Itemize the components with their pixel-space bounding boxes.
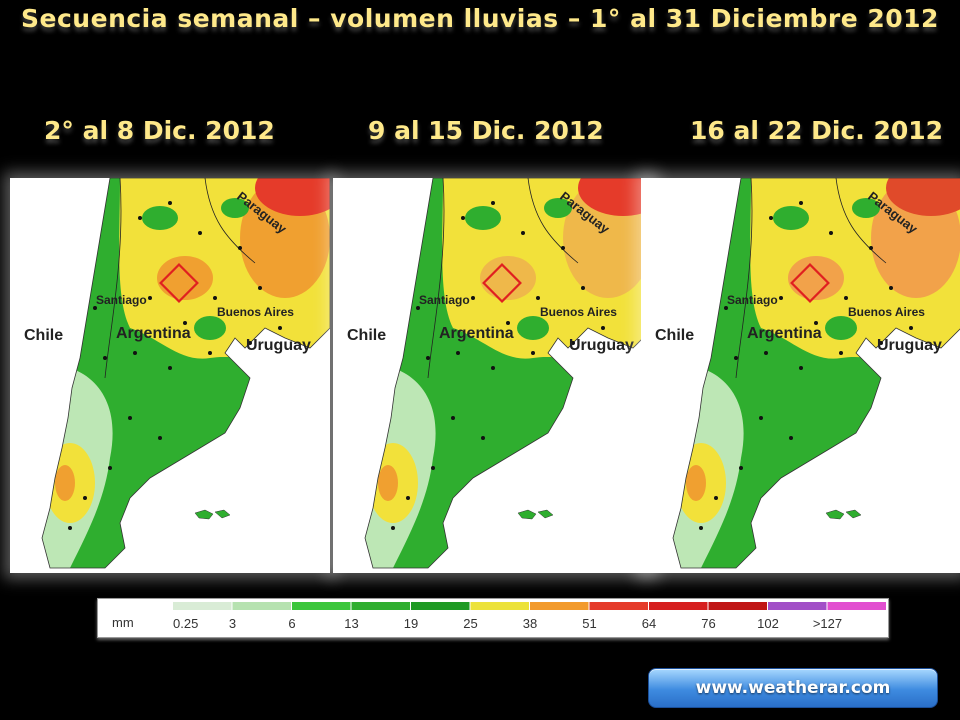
legend-swatch <box>708 602 767 610</box>
legend-tick: 19 <box>404 616 418 631</box>
legend-swatch <box>351 602 410 610</box>
map-label-buenos-aires: Buenos Aires <box>848 305 925 319</box>
week-label-1: 2° al 8 Dic. 2012 <box>44 116 275 145</box>
map-label-chile: Chile <box>655 327 694 344</box>
map-label-argentina: Argentina <box>747 325 822 342</box>
legend-swatch <box>768 602 827 610</box>
map-label-buenos-aires: Buenos Aires <box>217 305 294 319</box>
legend-swatch <box>232 602 291 610</box>
legend-swatch <box>173 602 232 610</box>
legend-tick: 51 <box>582 616 596 631</box>
legend-unit: mm <box>112 615 134 630</box>
map-label-buenos-aires: Buenos Aires <box>540 305 617 319</box>
map-label-uruguay: Uruguay <box>877 337 942 354</box>
legend-swatch <box>470 602 529 610</box>
map-label-uruguay: Uruguay <box>246 337 311 354</box>
legend-tick: >127 <box>813 616 842 631</box>
week-label-2: 9 al 15 Dic. 2012 <box>368 116 604 145</box>
week-label-3: 16 al 22 Dic. 2012 <box>690 116 944 145</box>
legend-tick: 0.25 <box>173 616 198 631</box>
map-label-uruguay: Uruguay <box>569 337 634 354</box>
legend-tick: 6 <box>288 616 295 631</box>
legend-tick: 13 <box>344 616 358 631</box>
map-label-santiago: Santiago <box>419 293 470 307</box>
rainfall-map-week-1: Paraguay Santiago Buenos Aires Chile Argenti… <box>10 178 330 573</box>
map-label-santiago: Santiago <box>96 293 147 307</box>
map-label-argentina: Argentina <box>116 325 191 342</box>
rainfall-map-week-2: Paraguay Santiago Buenos Aires Chile Argenti… <box>333 178 653 573</box>
legend-swatch <box>292 602 351 610</box>
map-label-argentina: Argentina <box>439 325 514 342</box>
legend-swatch <box>530 602 589 610</box>
map-label-santiago: Santiago <box>727 293 778 307</box>
rainfall-legend: mm 0.25 3 6 13 19 25 38 51 64 76 102 >127 <box>97 598 889 638</box>
legend-swatch <box>649 602 708 610</box>
rainfall-map-week-3: Paraguay Santiago Buenos Aires Chile Argenti… <box>641 178 960 573</box>
legend-tick: 64 <box>642 616 656 631</box>
legend-swatch <box>589 602 648 610</box>
legend-tick: 25 <box>463 616 477 631</box>
legend-tick: 38 <box>523 616 537 631</box>
website-link-button[interactable]: www.weatherar.com <box>648 668 938 708</box>
legend-tick: 102 <box>757 616 779 631</box>
page-title: Secuencia semanal – volumen lluvias – 1°… <box>21 4 939 33</box>
map-label-chile: Chile <box>347 327 386 344</box>
legend-tick: 3 <box>229 616 236 631</box>
legend-tick: 76 <box>701 616 715 631</box>
legend-swatch <box>827 602 886 610</box>
map-label-chile: Chile <box>24 327 63 344</box>
legend-swatch <box>411 602 470 610</box>
